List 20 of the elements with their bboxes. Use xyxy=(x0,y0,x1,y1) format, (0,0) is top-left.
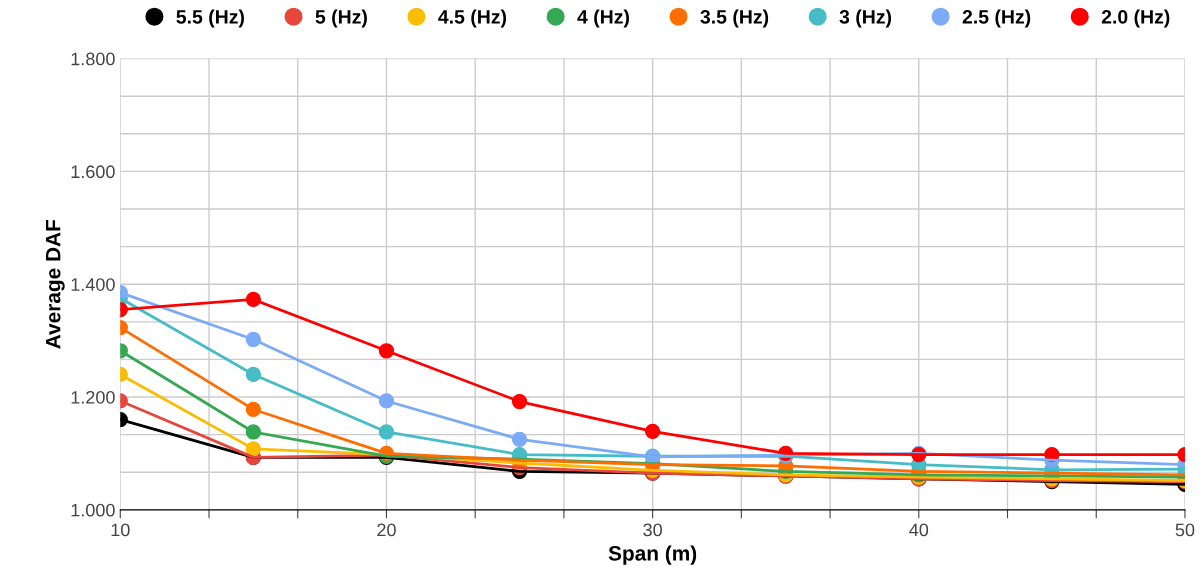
legend-label: 2.5 (Hz) xyxy=(962,9,1031,28)
legend-label: 5 (Hz) xyxy=(315,9,367,28)
x-axis-title: Span (m) xyxy=(608,545,697,565)
legend-label: 4 (Hz) xyxy=(577,9,629,28)
y-axis-title: Average DAF xyxy=(45,219,65,349)
y-tick-label: 1.000 xyxy=(71,503,115,517)
x-tick-label: 40 xyxy=(909,523,929,537)
x-tick-label: 10 xyxy=(111,523,130,537)
legend-label: 3 (Hz) xyxy=(839,9,892,28)
x-tick-label: 30 xyxy=(643,523,662,537)
x-tick-label: 20 xyxy=(377,523,396,537)
legend-label: 3.5 (Hz) xyxy=(700,9,769,28)
legend-label: 2.0 (Hz) xyxy=(1101,9,1170,28)
legend-label: 5.5 (Hz) xyxy=(176,9,244,28)
y-tick-label: 1.400 xyxy=(71,278,115,291)
legend-label: 4.5 (Hz) xyxy=(438,9,507,28)
x-tick-label: 50 xyxy=(1175,523,1195,537)
y-tick-label: 1.600 xyxy=(71,165,115,179)
y-tick-label: 1.800 xyxy=(71,52,115,66)
y-tick-label: 1.200 xyxy=(71,390,115,404)
